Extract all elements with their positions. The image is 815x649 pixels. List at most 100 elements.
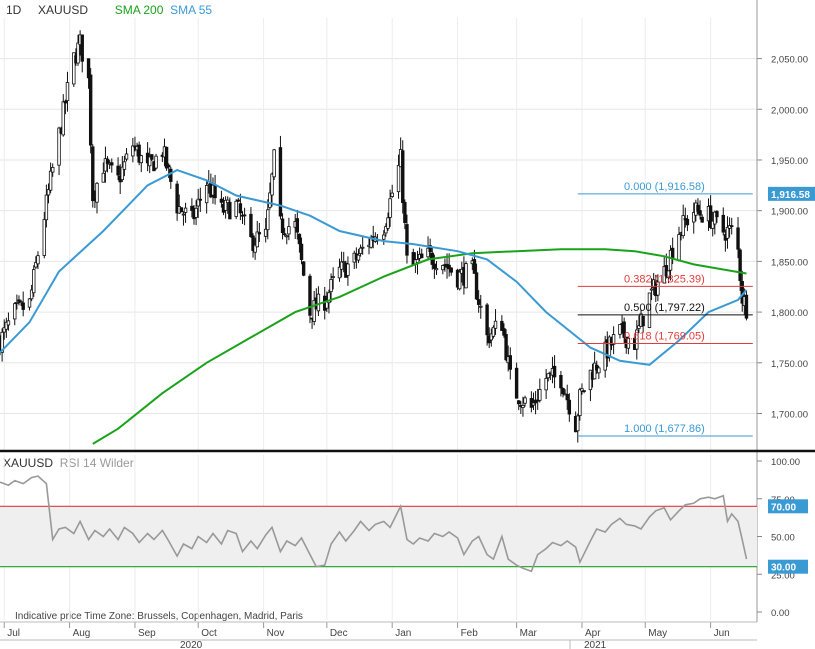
candle-body [295, 218, 300, 233]
fib-level-label: 1.000 (1,677.86) [624, 423, 705, 435]
candle-body [21, 302, 25, 310]
candle-body [521, 405, 525, 408]
candle-body [721, 214, 725, 233]
year-label-2020: 2020 [180, 640, 203, 649]
candle-body [331, 276, 335, 278]
rsi-indicator-label[interactable]: RSI 14 Wilder [59, 456, 134, 470]
candle-body [358, 247, 363, 254]
candle-body [405, 224, 409, 256]
candle-body [403, 201, 407, 223]
candle-body [346, 263, 350, 276]
candle-body [272, 149, 276, 178]
candle-body [502, 328, 506, 336]
candle-body [268, 192, 272, 208]
candle-body [57, 127, 61, 166]
candle-body [428, 245, 432, 252]
candle-body [169, 168, 173, 182]
candle-body [356, 254, 361, 261]
candle-body [266, 209, 270, 231]
candle-body [713, 211, 717, 225]
candles-group [0, 30, 749, 443]
candle-body [175, 183, 179, 214]
candle-body [649, 288, 654, 291]
candle-body [552, 365, 557, 378]
candle-body [181, 213, 186, 216]
candle-body [190, 205, 194, 211]
last-price-tag [768, 186, 815, 201]
symbol-label[interactable]: XAUUSD [38, 3, 89, 17]
candle-body [204, 185, 209, 204]
candle-body [500, 320, 504, 331]
candle-body [86, 58, 91, 79]
price-tick-label: 1,800.00 [771, 308, 808, 319]
rsi-upper-tag [768, 499, 808, 514]
candle-body [580, 388, 584, 392]
candle-body [131, 145, 135, 157]
candle-body [666, 270, 671, 279]
candle-body [708, 205, 713, 228]
candle-body [299, 243, 304, 260]
candle-body [559, 374, 563, 389]
candle-body [744, 294, 749, 319]
x-tick-label: Jun [714, 628, 730, 639]
candle-body [592, 362, 597, 380]
candle-body [582, 390, 586, 392]
candle-body [588, 369, 593, 391]
candle-body [738, 249, 742, 281]
candle-body [641, 315, 645, 327]
candle-body [44, 194, 49, 221]
price-tick-label: 2,050.00 [771, 55, 808, 66]
candle-body [285, 235, 289, 238]
candle-body [116, 165, 120, 176]
candle-body [154, 155, 158, 169]
candle-body [729, 225, 734, 227]
candle-body [531, 402, 536, 406]
price-tick-label: 1,950.00 [771, 156, 808, 167]
candle-body [257, 232, 262, 235]
candle-body [72, 52, 76, 85]
candle-body [736, 227, 740, 250]
fib-level-label: 0.500 (1,797.22) [624, 302, 705, 314]
candle-body [27, 298, 32, 308]
candle-body [698, 210, 702, 216]
sma55-legend[interactable]: SMA 55 [170, 3, 213, 17]
candle-body [578, 389, 582, 416]
candle-body [226, 199, 230, 204]
candle-body [61, 101, 65, 136]
candle-body [327, 292, 331, 304]
rsi-band [0, 506, 757, 567]
candle-body [198, 198, 203, 201]
candle-body [386, 217, 390, 229]
candle-body [301, 261, 306, 276]
candle-body [339, 261, 344, 270]
x-tick-label: Aug [73, 628, 91, 639]
candle-body [700, 216, 704, 223]
candle-body [308, 275, 312, 316]
candle-body [426, 247, 430, 258]
rsi-symbol-label: XAUUSD [3, 456, 54, 470]
candle-body [183, 207, 188, 213]
sma200-legend[interactable]: SMA 200 [114, 3, 164, 17]
candle-body [567, 399, 572, 415]
candle-body [401, 150, 405, 204]
rsi-upper-tag-text: 70.00 [771, 502, 796, 513]
candle-body [101, 172, 106, 183]
timeframe-label[interactable]: 1D [6, 3, 22, 17]
candle-body [238, 203, 243, 214]
candle-body [725, 226, 730, 239]
candle-body [91, 146, 95, 202]
x-tick-label: Jan [395, 628, 411, 639]
candle-body [287, 226, 291, 235]
candle-body [6, 320, 11, 326]
candle-body [251, 235, 255, 251]
x-tick-label: Apr [585, 628, 601, 639]
candle-body [681, 215, 685, 237]
candle-body [342, 261, 346, 263]
candle-body [677, 234, 681, 261]
candle-body [95, 182, 99, 203]
candle-body [219, 198, 224, 203]
candle-body [63, 100, 68, 104]
candle-body [546, 373, 550, 379]
candle-body [36, 255, 40, 265]
